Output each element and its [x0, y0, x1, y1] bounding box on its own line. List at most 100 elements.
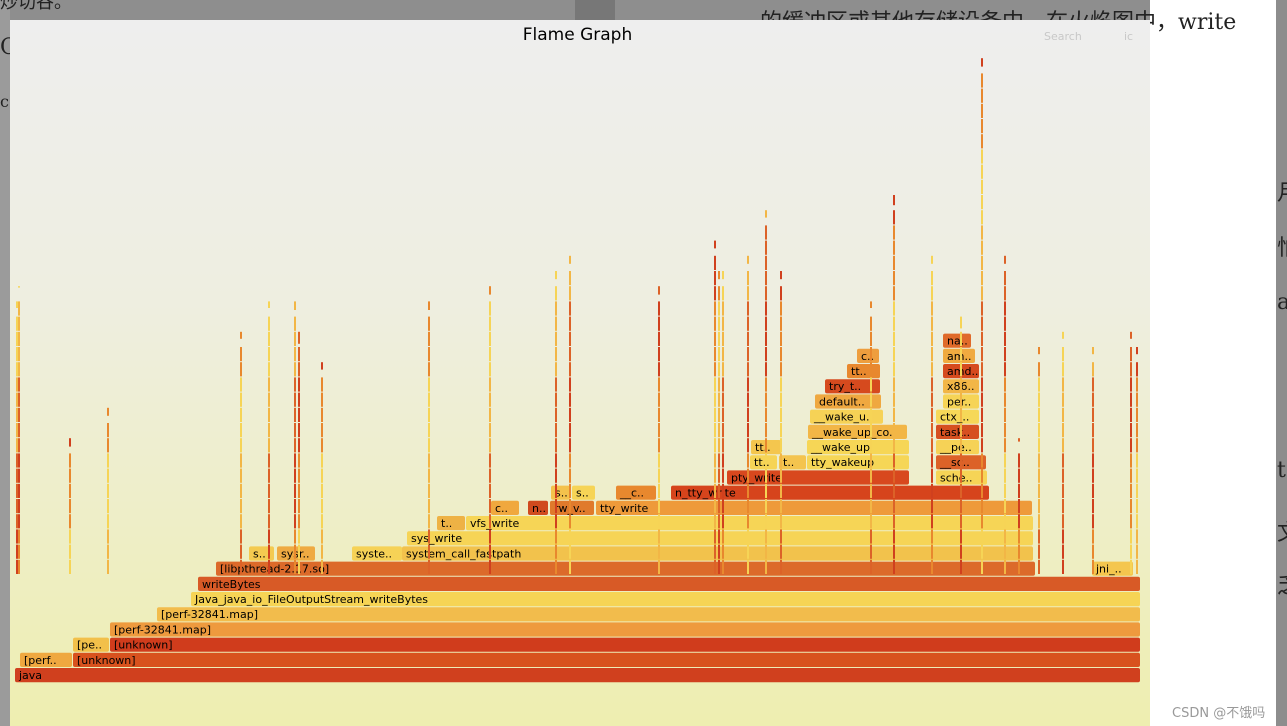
flame-frame-rect[interactable]: [249, 546, 274, 561]
flame-frame[interactable]: [pe..: [73, 637, 109, 652]
flame-frame-rect[interactable]: [437, 516, 465, 531]
flame-frame[interactable]: [unknown]: [110, 637, 1140, 652]
flame-frame[interactable]: t..: [437, 516, 465, 531]
flame-frame-rect[interactable]: [671, 485, 989, 500]
flame-frame-rect[interactable]: [779, 455, 806, 470]
flame-frame-rect[interactable]: [727, 470, 909, 485]
flame-frame[interactable]: [perf..: [20, 652, 72, 667]
flame-frame[interactable]: writeBytes: [198, 576, 1140, 591]
flame-frame[interactable]: __wake_u..: [810, 409, 883, 424]
flame-frame[interactable]: task..: [936, 424, 979, 439]
flame-frame[interactable]: tty_wakeup: [807, 455, 909, 470]
flame-tower-segment: [1062, 362, 1064, 377]
flame-frame[interactable]: jni_..: [1092, 561, 1133, 576]
flame-frame[interactable]: tt..: [847, 364, 880, 379]
flame-frame-rect[interactable]: [807, 440, 909, 455]
flame-frame-rect[interactable]: [825, 379, 880, 394]
flame-frame[interactable]: vfs_write: [466, 516, 1033, 531]
flame-frame[interactable]: s..: [572, 485, 595, 500]
flame-frame-label: java: [18, 669, 42, 682]
ignore-case-toggle[interactable]: ic: [1124, 30, 1134, 43]
flame-tower-segment: [1018, 544, 1020, 559]
flame-frame[interactable]: [libpthread-2.17.so]: [216, 561, 1035, 576]
flame-tower-segment: [489, 301, 491, 316]
flame-frame[interactable]: ctx_..: [936, 409, 979, 424]
flame-frame[interactable]: n..: [528, 500, 548, 515]
flame-frame-rect[interactable]: [157, 607, 1140, 622]
flame-frame-rect[interactable]: [550, 500, 594, 515]
flame-frame[interactable]: tty_write: [596, 500, 1032, 515]
flame-frame[interactable]: Java_java_io_FileOutputStream_writeBytes: [191, 592, 1140, 607]
flame-tower-segment: [489, 483, 491, 498]
flame-frame[interactable]: __wake_up: [807, 440, 909, 455]
search-button[interactable]: Search: [1044, 30, 1082, 43]
flame-frame[interactable]: syste..: [352, 546, 402, 561]
flame-tower-segment: [1038, 544, 1040, 559]
flame-frame-rect[interactable]: [936, 424, 979, 439]
flame-frame-rect[interactable]: [73, 637, 109, 652]
flame-frame-rect[interactable]: [20, 652, 72, 667]
flame-tower-segment: [870, 544, 872, 559]
flame-frame-rect[interactable]: [936, 440, 979, 455]
flame-frame[interactable]: c..: [857, 348, 879, 363]
flame-frame[interactable]: c..: [491, 500, 519, 515]
flame-frame-rect[interactable]: [943, 348, 975, 363]
flame-frame-rect[interactable]: [807, 455, 909, 470]
flame-frame-rect[interactable]: [936, 409, 979, 424]
flame-tower-segment: [960, 392, 962, 407]
flame-frame-rect[interactable]: [616, 485, 656, 500]
flame-frame-rect[interactable]: [110, 637, 1140, 652]
flame-frame[interactable]: [unknown]: [73, 652, 1140, 667]
flame-tower-segment: [489, 331, 491, 346]
flame-frame[interactable]: [perf-32841.map]: [157, 607, 1140, 622]
flame-frame-rect[interactable]: [528, 500, 548, 515]
flame-frame[interactable]: java: [15, 668, 1140, 683]
flame-frame[interactable]: s..: [551, 485, 570, 500]
flame-frame-rect[interactable]: [1092, 561, 1133, 576]
flame-tower-segment: [981, 240, 983, 255]
flame-frame-rect[interactable]: [815, 394, 881, 409]
flame-tower-segment: [931, 286, 933, 301]
flame-frame[interactable]: try_t..: [825, 379, 880, 394]
flame-tower-segment: [718, 468, 720, 483]
flame-frame[interactable]: __c..: [616, 485, 656, 500]
flame-frame-rect[interactable]: [810, 409, 883, 424]
flame-frame-rect[interactable]: [466, 516, 1033, 531]
flame-frame-rect[interactable]: [216, 561, 1035, 576]
flame-frame-rect[interactable]: [73, 652, 1140, 667]
flame-frame[interactable]: __wake_up_co..: [808, 424, 907, 439]
flame-tower-segment: [1018, 559, 1020, 574]
flame-frame-rect[interactable]: [572, 485, 595, 500]
flame-frame-rect[interactable]: [198, 576, 1140, 591]
flame-frame-rect[interactable]: [402, 546, 1033, 561]
flame-frame[interactable]: na..: [943, 333, 971, 348]
flame-frame[interactable]: pty_write: [727, 470, 909, 485]
flame-tower-segment: [870, 331, 872, 346]
flame-tower-segment: [780, 529, 782, 544]
flame-frame-rect[interactable]: [352, 546, 402, 561]
flame-tower-segment: [981, 392, 983, 407]
flame-frame[interactable]: s..: [249, 546, 274, 561]
flame-frame[interactable]: __pe..: [936, 440, 979, 455]
flame-tower-segment: [765, 423, 767, 438]
flame-frame[interactable]: default..: [815, 394, 881, 409]
flame-frame[interactable]: [perf-32841.map]: [110, 622, 1140, 637]
flame-frame[interactable]: system_call_fastpath: [402, 546, 1033, 561]
flame-tower-segment: [294, 392, 296, 407]
flame-tower-segment: [931, 453, 933, 468]
flame-frame-rect[interactable]: [191, 592, 1140, 607]
flame-frame[interactable]: t..: [779, 455, 806, 470]
flame-frame-rect[interactable]: [808, 424, 907, 439]
flame-frame[interactable]: am..: [943, 348, 975, 363]
flame-frame[interactable]: n_tty_write: [671, 485, 989, 500]
flame-frame-rect[interactable]: [15, 668, 1140, 683]
flame-frame-label: tt..: [754, 456, 770, 469]
flame-frame-rect[interactable]: [596, 500, 1032, 515]
flame-frame-rect[interactable]: [943, 333, 971, 348]
flame-frame-rect[interactable]: [110, 622, 1140, 637]
flame-frame[interactable]: tt..: [750, 455, 777, 470]
flame-frame-rect[interactable]: [857, 348, 879, 363]
flame-tower-segment: [18, 559, 20, 574]
flame-frame-rect[interactable]: [750, 455, 777, 470]
flame-frame-rect[interactable]: [491, 500, 519, 515]
